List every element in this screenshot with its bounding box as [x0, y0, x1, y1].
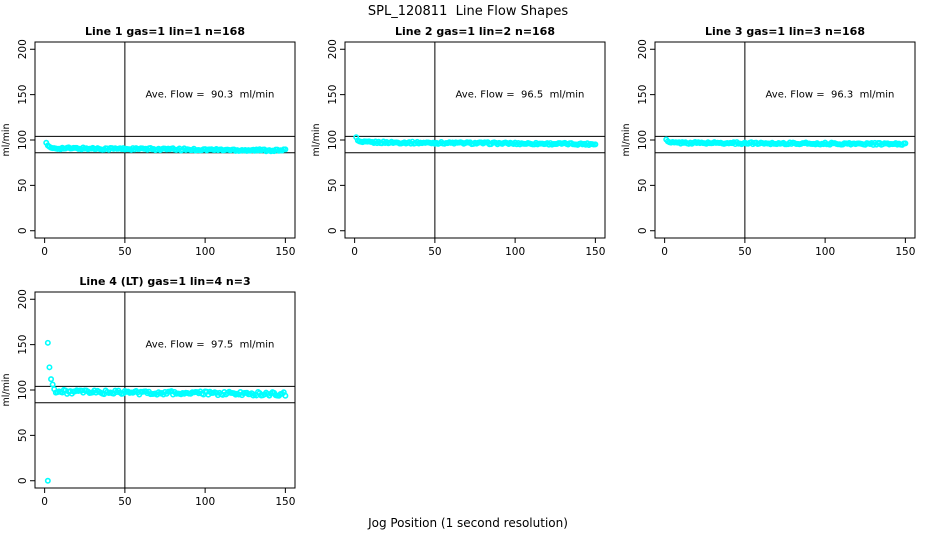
svg-text:ml/min: ml/min	[1, 373, 12, 406]
svg-text:Line 1 gas=1 lin=1 n=168: Line 1 gas=1 lin=1 n=168	[85, 25, 245, 38]
svg-text:0: 0	[17, 477, 29, 484]
svg-text:100: 100	[815, 246, 835, 258]
svg-text:150: 150	[275, 246, 295, 258]
svg-text:50: 50	[17, 179, 29, 192]
svg-text:0: 0	[327, 227, 339, 234]
svg-text:Ave. Flow = 96.5 ml/min: Ave. Flow = 96.5 ml/min	[456, 90, 585, 101]
svg-text:ml/min: ml/min	[1, 123, 12, 156]
svg-text:Line 3 gas=1 lin=3 n=168: Line 3 gas=1 lin=3 n=168	[705, 25, 865, 38]
svg-text:0: 0	[41, 496, 48, 508]
svg-text:50: 50	[327, 179, 339, 192]
svg-text:Line 2 gas=1 lin=2 n=168: Line 2 gas=1 lin=2 n=168	[395, 25, 555, 38]
svg-text:150: 150	[275, 496, 295, 508]
svg-text:0: 0	[41, 246, 48, 258]
svg-text:50: 50	[118, 246, 131, 258]
svg-text:Line 4 (LT) gas=1 lin=4 n=3: Line 4 (LT) gas=1 lin=4 n=3	[79, 275, 250, 288]
x-axis-label: Jog Position (1 second resolution)	[368, 516, 568, 530]
svg-text:100: 100	[17, 130, 29, 150]
svg-text:50: 50	[738, 246, 751, 258]
svg-text:50: 50	[637, 179, 649, 192]
svg-text:100: 100	[637, 130, 649, 150]
svg-text:150: 150	[17, 85, 29, 105]
svg-text:ml/min: ml/min	[621, 123, 632, 156]
panel-line3-chart: 0 50 100 150 0 50 100 150 200 ml/min Line 3 gas=1 …	[621, 25, 916, 258]
svg-text:150: 150	[895, 246, 915, 258]
svg-text:Ave. Flow = 97.5 ml/min: Ave. Flow = 97.5 ml/min	[146, 340, 275, 351]
svg-text:0: 0	[637, 227, 649, 234]
svg-text:200: 200	[17, 289, 29, 309]
panel-line4-chart: 0 50 100 150 0 50 100 150 200 ml/min Line 4 (LT) g…	[1, 275, 296, 508]
svg-text:0: 0	[351, 246, 358, 258]
svg-text:100: 100	[195, 496, 215, 508]
svg-text:50: 50	[17, 429, 29, 442]
svg-text:150: 150	[327, 85, 339, 105]
svg-text:200: 200	[327, 39, 339, 59]
svg-text:100: 100	[505, 246, 525, 258]
svg-text:150: 150	[637, 85, 649, 105]
svg-text:0: 0	[661, 246, 668, 258]
svg-text:150: 150	[585, 246, 605, 258]
svg-text:200: 200	[17, 39, 29, 59]
svg-text:50: 50	[428, 246, 441, 258]
svg-text:200: 200	[637, 39, 649, 59]
svg-text:100: 100	[17, 380, 29, 400]
svg-text:100: 100	[327, 130, 339, 150]
svg-text:50: 50	[118, 496, 131, 508]
panel-line1-chart: 0 50 100 150 0 50 100 150 200 ml/min Line 1 gas=1 …	[1, 25, 296, 258]
svg-text:0: 0	[17, 227, 29, 234]
svg-text:150: 150	[17, 335, 29, 355]
svg-text:100: 100	[195, 246, 215, 258]
chart-title: SPL_120811 Line Flow Shapes	[367, 4, 569, 19]
svg-text:ml/min: ml/min	[311, 123, 322, 156]
svg-text:Ave. Flow = 96.3 ml/min: Ave. Flow = 96.3 ml/min	[766, 90, 895, 101]
svg-text:Ave. Flow = 90.3 ml/min: Ave. Flow = 90.3 ml/min	[146, 90, 275, 101]
panel-line2-chart: 0 50 100 150 0 50 100 150 200 ml/min Line 2 gas=1 …	[311, 25, 606, 258]
